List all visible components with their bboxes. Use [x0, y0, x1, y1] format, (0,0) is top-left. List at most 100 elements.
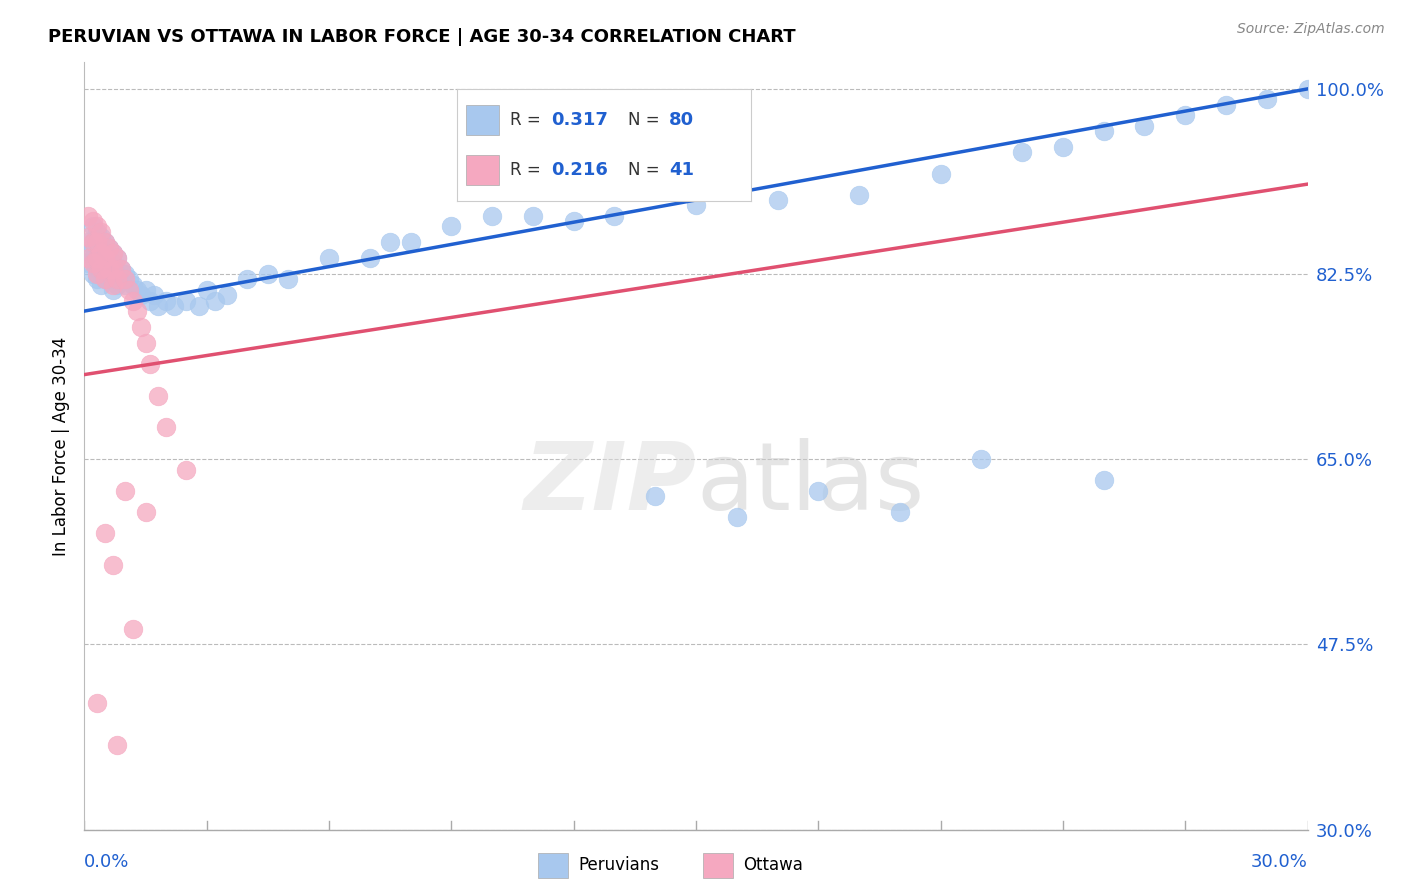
Point: [90, 241, 112, 255]
Point: [82, 251, 104, 265]
Text: Source: ZipAtlas.com: Source: ZipAtlas.com: [1237, 22, 1385, 37]
Point: [101, 246, 124, 260]
Point: [90, 267, 112, 281]
Point: [644, 489, 666, 503]
Point: [86, 235, 108, 250]
Text: Ottawa: Ottawa: [744, 856, 803, 874]
Point: [135, 335, 157, 350]
Point: [82, 267, 104, 281]
Point: [86, 225, 108, 239]
Point: [685, 198, 707, 212]
Text: 30.0%: 30.0%: [1251, 853, 1308, 871]
Point: [93, 251, 115, 265]
Point: [97, 256, 120, 270]
Point: [174, 293, 197, 308]
Point: [889, 505, 911, 519]
Bar: [537, 853, 568, 878]
Point: [155, 420, 177, 434]
Point: [77, 235, 100, 250]
Point: [929, 167, 952, 181]
Point: [807, 483, 830, 498]
Point: [93, 261, 115, 276]
Point: [105, 251, 128, 265]
Point: [380, 235, 402, 250]
Point: [86, 272, 108, 286]
Point: [101, 261, 124, 276]
Point: [77, 230, 100, 244]
Point: [86, 251, 108, 265]
Point: [1296, 82, 1319, 96]
Point: [1256, 93, 1278, 107]
Point: [114, 267, 136, 281]
Text: ZIP: ZIP: [523, 438, 696, 531]
Point: [1092, 124, 1115, 138]
Text: PERUVIAN VS OTTAWA IN LABOR FORCE | AGE 30-34 CORRELATION CHART: PERUVIAN VS OTTAWA IN LABOR FORCE | AGE …: [48, 28, 796, 45]
Point: [101, 272, 124, 286]
Text: 0.0%: 0.0%: [84, 853, 129, 871]
Point: [86, 219, 108, 234]
Point: [766, 193, 789, 207]
Point: [725, 510, 748, 524]
Point: [127, 304, 149, 318]
Point: [90, 246, 112, 260]
Point: [82, 256, 104, 270]
Point: [82, 219, 104, 234]
Point: [86, 267, 108, 281]
Point: [1215, 97, 1237, 112]
Point: [122, 277, 145, 292]
Point: [101, 256, 124, 270]
Point: [77, 251, 100, 265]
Point: [110, 272, 132, 286]
Point: [101, 277, 124, 292]
Point: [97, 261, 120, 276]
Point: [142, 288, 165, 302]
Point: [97, 241, 120, 255]
Point: [97, 241, 120, 255]
Point: [105, 272, 128, 286]
Point: [204, 293, 226, 308]
Point: [399, 235, 422, 250]
Point: [86, 261, 108, 276]
Point: [86, 696, 108, 710]
Point: [86, 235, 108, 250]
Point: [101, 246, 124, 260]
Point: [118, 283, 141, 297]
Point: [93, 272, 115, 286]
Point: [77, 246, 100, 260]
Point: [217, 288, 239, 302]
Point: [90, 225, 112, 239]
Point: [135, 283, 157, 297]
Point: [105, 277, 128, 292]
Point: [1092, 474, 1115, 488]
Point: [105, 738, 128, 752]
Point: [131, 320, 153, 334]
Point: [90, 261, 112, 276]
Point: [155, 293, 177, 308]
Point: [114, 272, 136, 286]
Point: [1174, 108, 1197, 122]
Point: [114, 483, 136, 498]
Point: [146, 389, 169, 403]
Point: [163, 299, 186, 313]
Point: [277, 272, 299, 286]
Point: [93, 272, 115, 286]
Point: [1052, 140, 1074, 154]
Point: [82, 214, 104, 228]
Point: [481, 209, 503, 223]
Point: [77, 209, 100, 223]
Point: [82, 235, 104, 250]
Point: [195, 283, 218, 297]
Point: [1011, 145, 1033, 160]
Point: [105, 251, 128, 265]
Point: [146, 299, 169, 313]
Y-axis label: In Labor Force | Age 30-34: In Labor Force | Age 30-34: [52, 336, 70, 556]
Point: [970, 452, 993, 467]
Point: [236, 272, 259, 286]
Point: [187, 299, 209, 313]
Point: [105, 267, 128, 281]
Point: [174, 463, 197, 477]
Point: [82, 235, 104, 250]
Text: Peruvians: Peruvians: [578, 856, 659, 874]
Point: [110, 261, 132, 276]
Point: [93, 235, 115, 250]
